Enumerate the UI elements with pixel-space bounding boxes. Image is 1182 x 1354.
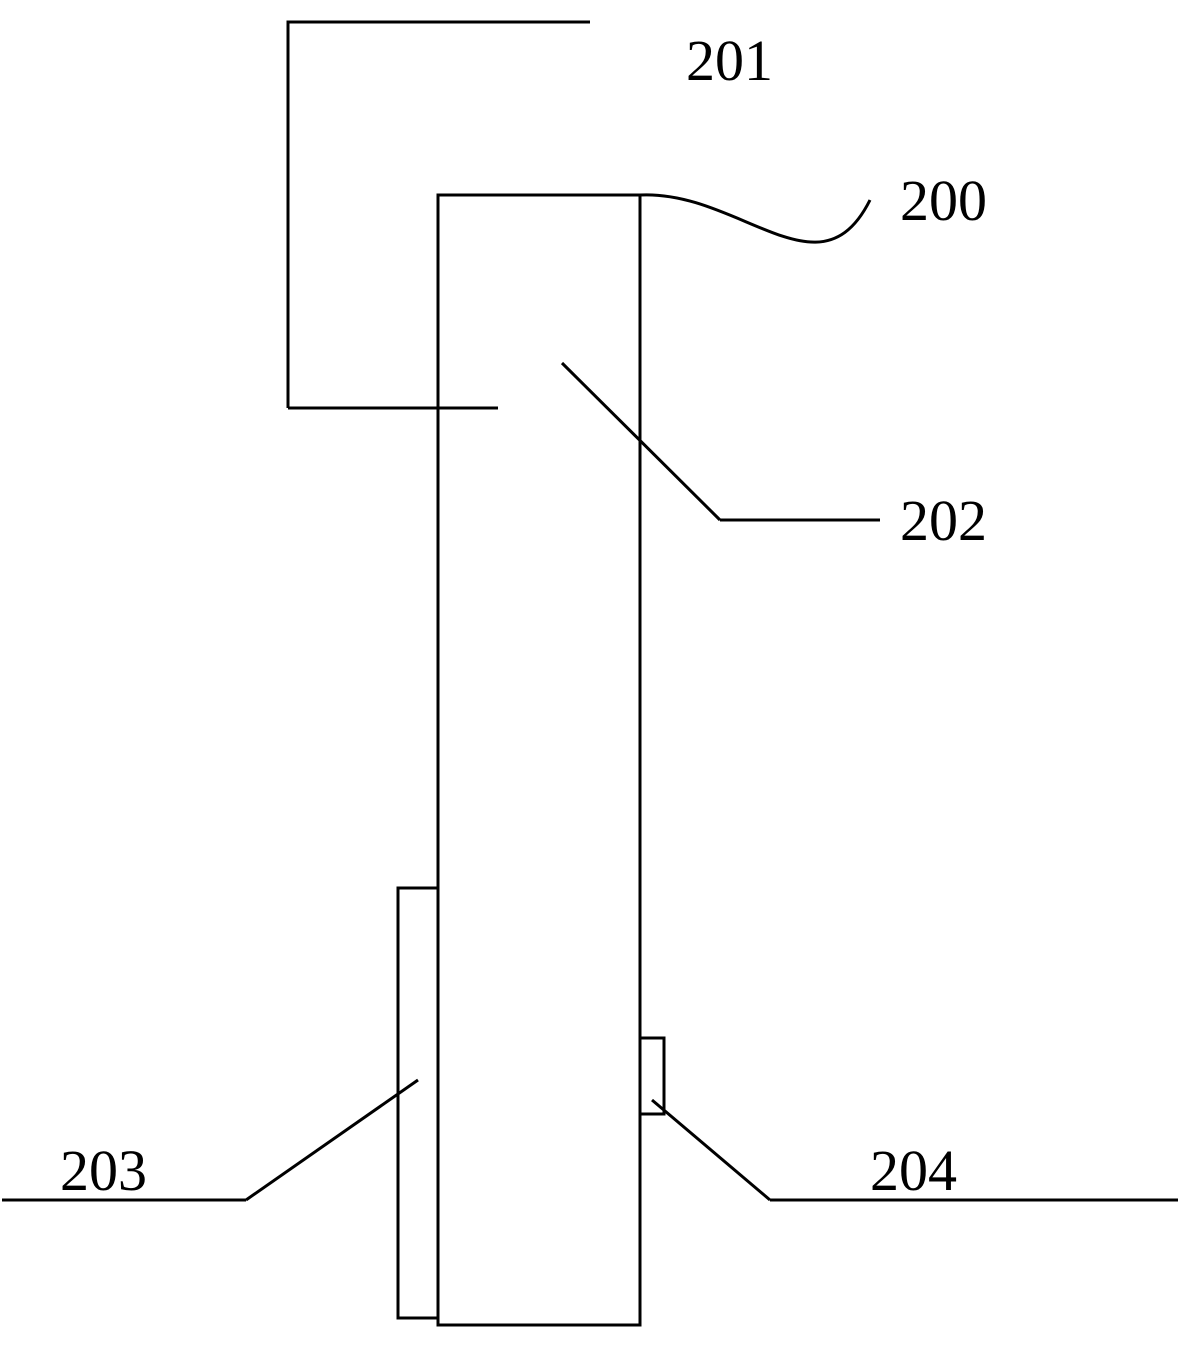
label-200: 200 bbox=[900, 168, 987, 233]
leader-200 bbox=[640, 195, 870, 242]
part-204-rect bbox=[640, 1038, 664, 1114]
leader-204-a bbox=[652, 1100, 770, 1200]
part-200-body bbox=[438, 195, 640, 1325]
leader-203-a bbox=[246, 1080, 418, 1200]
label-201: 201 bbox=[686, 28, 773, 93]
label-203: 203 bbox=[60, 1138, 147, 1203]
label-204: 204 bbox=[870, 1138, 957, 1203]
label-202: 202 bbox=[900, 488, 987, 553]
technical-diagram: 201 200 202 203 204 bbox=[0, 0, 1182, 1354]
part-203-rect bbox=[398, 888, 438, 1318]
